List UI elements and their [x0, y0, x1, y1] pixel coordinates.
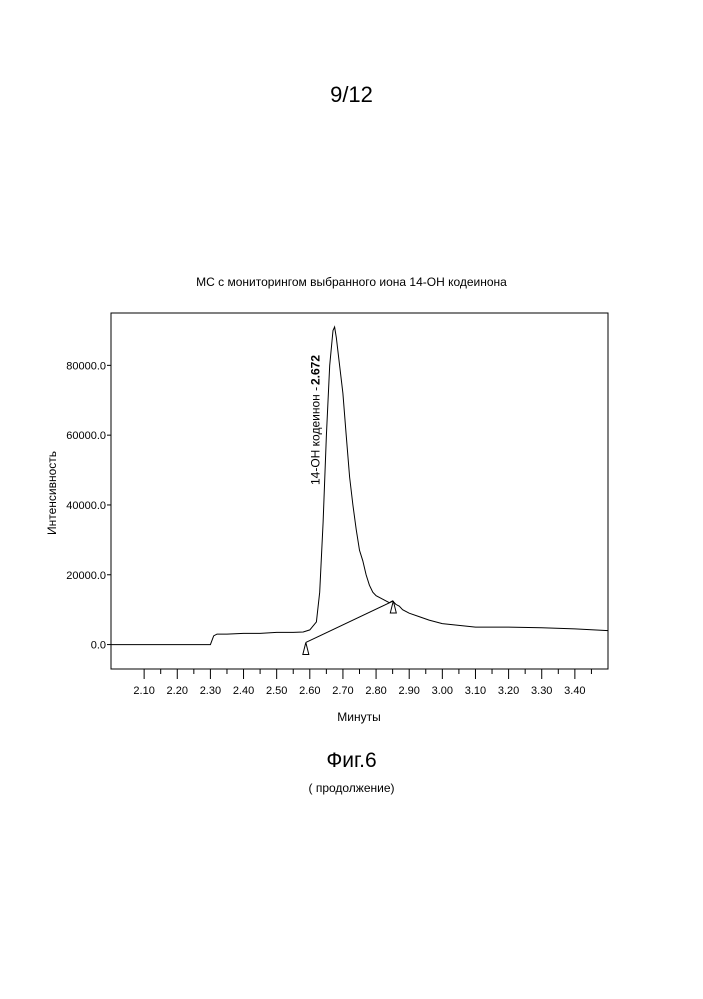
- integration-marker: [390, 601, 396, 613]
- y-tick-label: 80000.0: [66, 360, 106, 372]
- peak-annotation-label: 14-ОН кодеинон -: [309, 387, 323, 485]
- x-tick-label: 2.90: [398, 685, 419, 697]
- y-tick-label: 20000.0: [66, 570, 106, 582]
- y-tick-label: 0.0: [91, 640, 106, 652]
- peak-annotation: 14-ОН кодеинон - 2.672: [309, 355, 323, 485]
- peak-baseline: [306, 601, 393, 643]
- y-tick-label: 40000.0: [66, 500, 106, 512]
- x-tick-label: 2.80: [365, 685, 386, 697]
- y-axis-ticks: 0.0 20000.0 40000.0 60000.0 80000.0: [66, 360, 111, 651]
- x-tick-label: 2.10: [133, 685, 154, 697]
- figure-note: ( продолжение): [0, 781, 703, 795]
- x-tick-label: 3.20: [498, 685, 519, 697]
- x-tick-label: 2.40: [233, 685, 254, 697]
- x-tick-label: 2.70: [332, 685, 353, 697]
- y-tick-label: 60000.0: [66, 430, 106, 442]
- series-line: [111, 327, 608, 645]
- x-tick-label: 2.30: [200, 685, 221, 697]
- peak-retention-time: 2.672: [309, 355, 323, 385]
- x-tick-label: 2.60: [299, 685, 320, 697]
- x-tick-label: 3.00: [432, 685, 453, 697]
- x-axis-title: Минуты: [337, 710, 380, 724]
- x-tick-label: 2.20: [167, 685, 188, 697]
- x-axis-ticks: 2.10 2.20 2.30 2.40 2.50 2.60 2.70 2.80 2.90 3.00…: [133, 669, 591, 697]
- integration-markers: [303, 601, 396, 655]
- x-tick-label: 3.10: [465, 685, 486, 697]
- plot-frame: [111, 313, 608, 669]
- x-tick-label: 2.50: [266, 685, 287, 697]
- y-axis-title: Интенсивность: [45, 451, 59, 535]
- figure-label: Фиг.6: [0, 749, 703, 773]
- integration-marker: [303, 642, 309, 654]
- x-tick-label: 3.30: [531, 685, 552, 697]
- x-tick-label: 3.40: [564, 685, 585, 697]
